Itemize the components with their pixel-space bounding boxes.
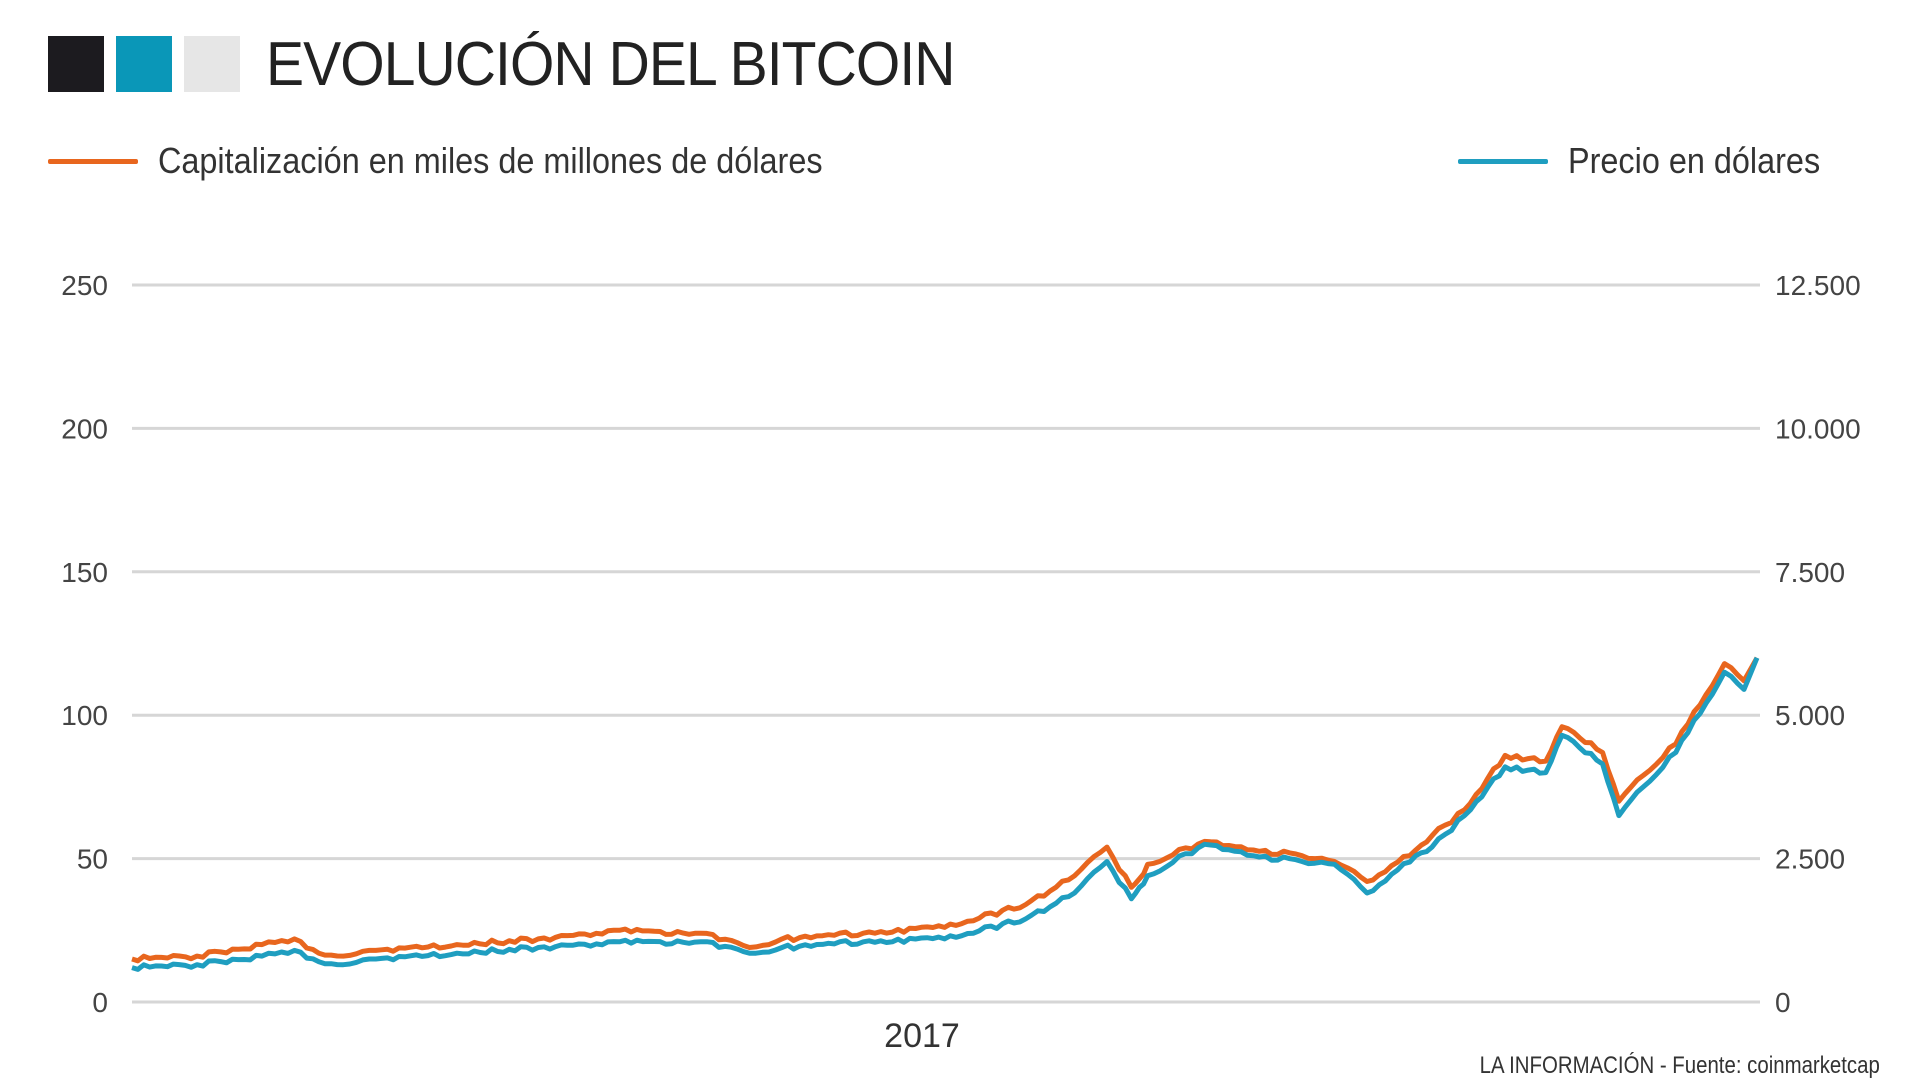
legend-item-capitalizacion: Capitalización en miles de millones de d… bbox=[48, 140, 896, 182]
right-axis-tick-label: 0 bbox=[1775, 987, 1791, 1018]
left-axis-tick-label: 150 bbox=[61, 557, 108, 588]
legend-line-orange-icon bbox=[48, 158, 138, 164]
brand-square-black bbox=[48, 36, 104, 92]
right-axis-tick-label: 2.500 bbox=[1775, 844, 1845, 875]
right-axis-tick-label: 12.500 bbox=[1775, 270, 1861, 301]
series-line-capitalizacion bbox=[131, 656, 1760, 964]
right-axis-tick-label: 5.000 bbox=[1775, 700, 1845, 731]
left-axis-tick-label: 50 bbox=[77, 844, 108, 875]
left-axis-tick-label: 100 bbox=[61, 700, 108, 731]
legend-line-blue-icon bbox=[1458, 158, 1548, 164]
right-axis-tick-label: 10.000 bbox=[1775, 413, 1861, 444]
series-line-precio bbox=[131, 656, 1760, 972]
left-axis-tick-label: 0 bbox=[92, 987, 108, 1018]
chart-title: EVOLUCIÓN DEL BITCOIN bbox=[266, 29, 955, 99]
right-axis-tick-label: 7.500 bbox=[1775, 557, 1845, 588]
chart-header: EVOLUCIÓN DEL BITCOIN bbox=[48, 30, 1014, 99]
brand-square-gray bbox=[184, 36, 240, 92]
legend-label: Precio en dólares bbox=[1568, 140, 1821, 181]
left-axis-tick-label: 250 bbox=[61, 270, 108, 301]
legend-item-precio: Precio en dólares bbox=[1458, 140, 1848, 182]
x-axis-label: 2017 bbox=[884, 1017, 960, 1055]
legend-label: Capitalización en miles de millones de d… bbox=[158, 140, 823, 181]
left-axis-tick-label: 200 bbox=[61, 413, 108, 444]
source-footer: LA INFORMACIÓN - Fuente: coinmarketcap bbox=[1479, 1052, 1880, 1079]
brand-square-blue bbox=[116, 36, 172, 92]
